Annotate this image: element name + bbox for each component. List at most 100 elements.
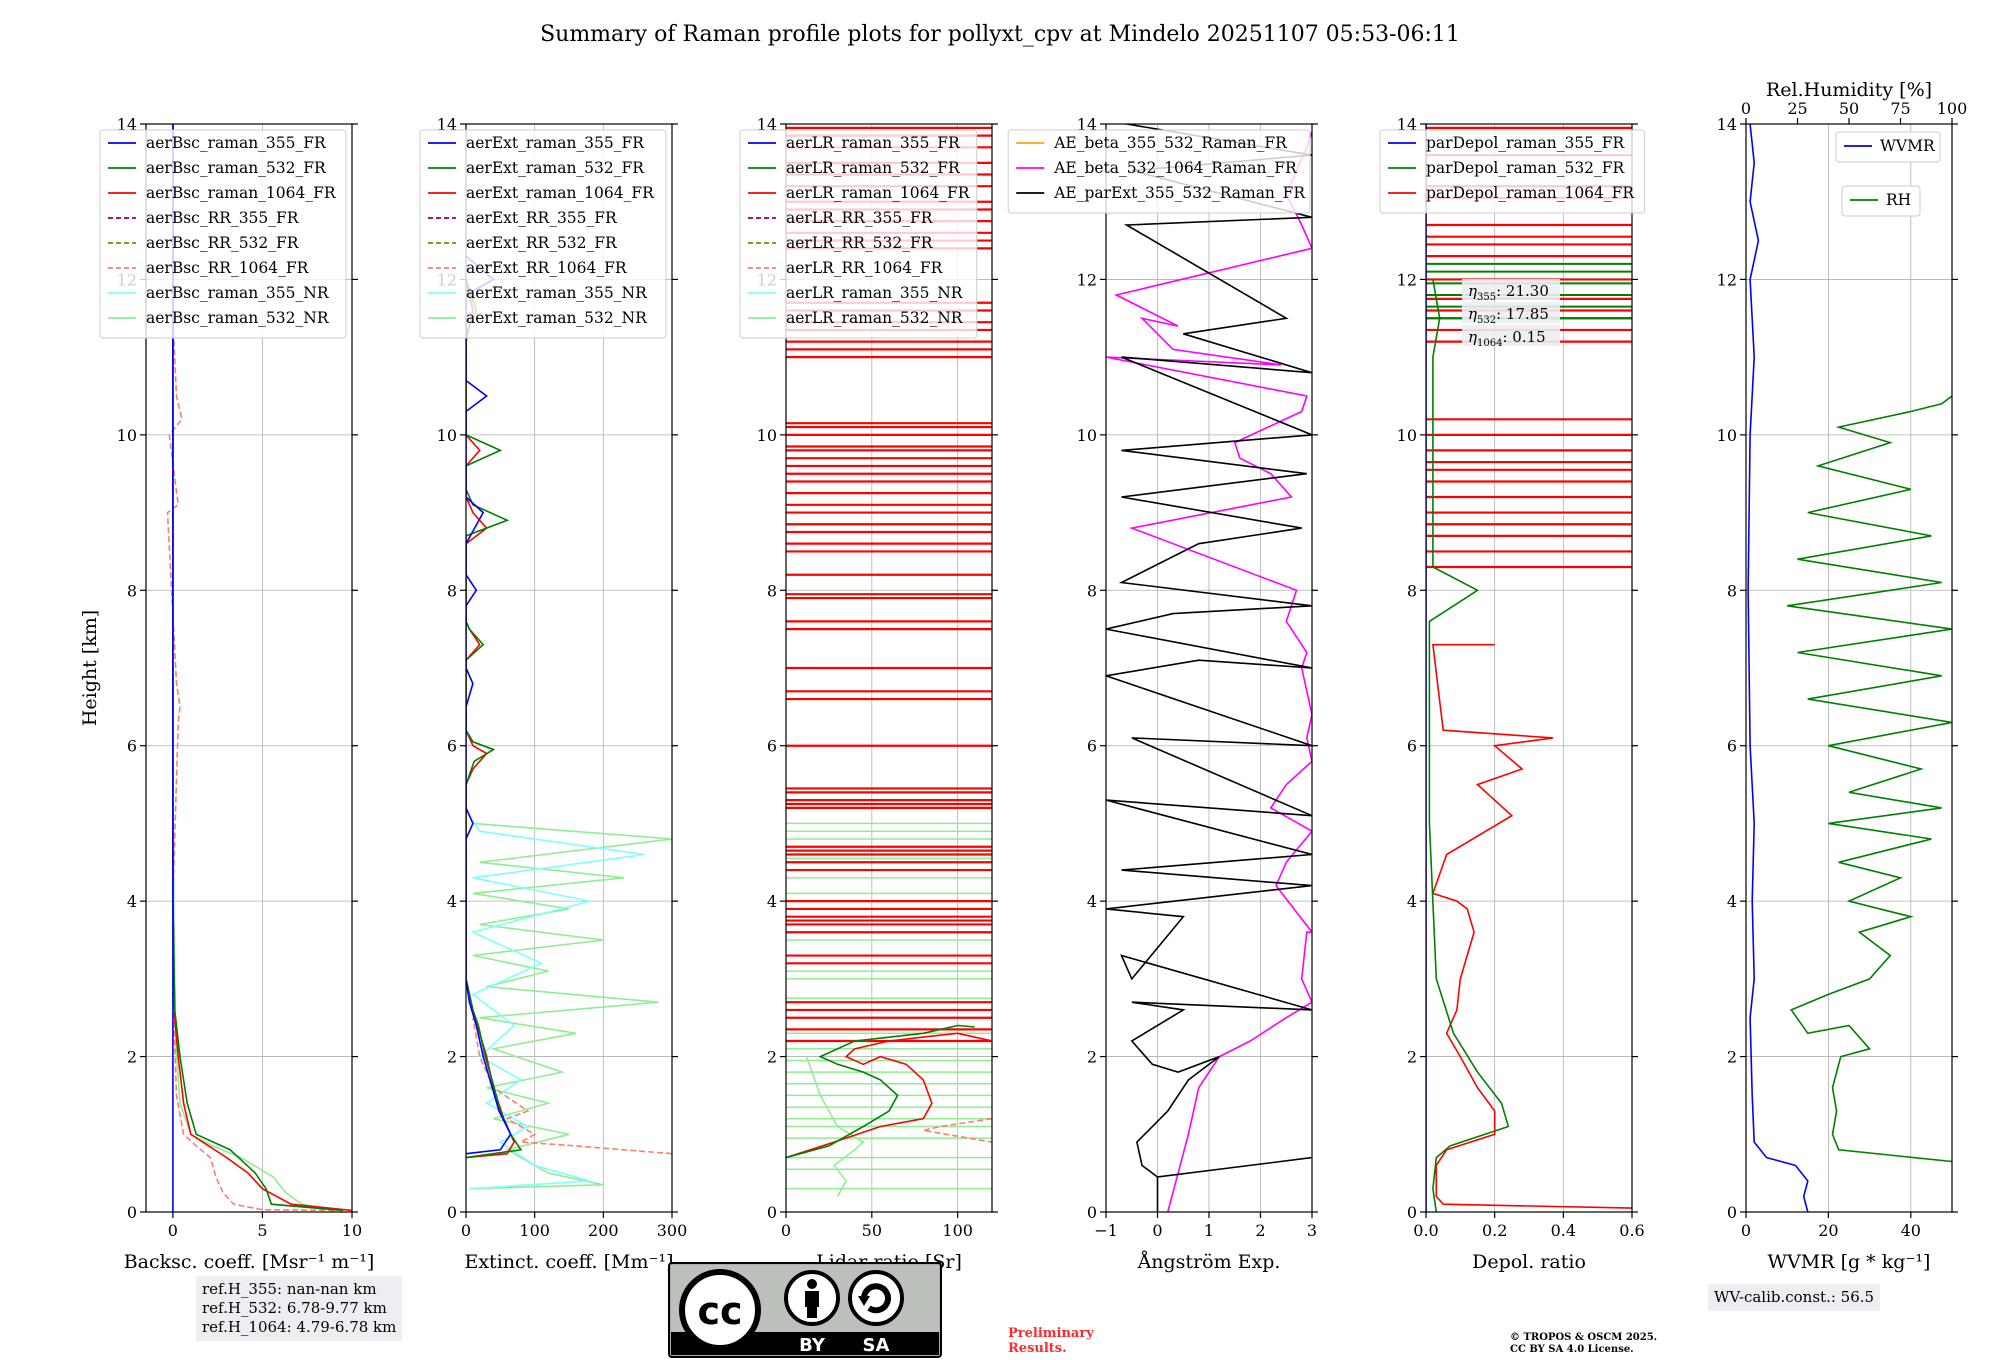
- series-line-aerExt_RR_1064_FR: [472, 1017, 672, 1155]
- reference-height-box: ref.H_355: nan-nan km ref.H_532: 6.78-9.…: [196, 1276, 403, 1341]
- legend-entry-label: AE_parExt_355_532_Raman_FR: [1053, 184, 1306, 202]
- y-tick-label: 8: [127, 581, 137, 600]
- series-line-aerExt_raman_355_NR: [468, 815, 645, 1190]
- eta-1064: η1064: 0.15: [1468, 328, 1546, 349]
- y-tick-label: 0: [1407, 1203, 1417, 1222]
- y-tick-label: 10: [117, 426, 137, 445]
- top-x-axis-label: Rel.Humidity [%]: [1766, 79, 1932, 101]
- x-tick-label: 0.2: [1482, 1221, 1507, 1240]
- legend-wvmr: WVMR: [1835, 131, 1941, 163]
- legend-entry-label: aerExt_RR_355_FR: [466, 209, 618, 227]
- y-tick-label: 14: [757, 115, 777, 134]
- eta-annotation: η355: 21.30 η532: 17.85 η1064: 0.15: [1462, 279, 1560, 349]
- legend-entry-label: aerLR_raman_355_FR: [786, 134, 961, 152]
- y-tick-label: 6: [1727, 737, 1737, 756]
- eta-355: η355: 21.30: [1468, 282, 1549, 303]
- legend-depol: parDepol_raman_355_FR parDepol_raman_532_…: [1379, 129, 1646, 214]
- legend-ext: aerExt_raman_355_FR aerExt_raman_532_FRae…: [419, 129, 667, 339]
- eta-box: [1462, 325, 1560, 346]
- axes-frame: [1745, 123, 1953, 1213]
- series-line-aerExt_raman_355_FR: [466, 255, 512, 1155]
- eta-value: 0.15: [1512, 328, 1545, 346]
- cc-logo-icon: [679, 1269, 761, 1351]
- y-tick-label: 6: [1407, 737, 1417, 756]
- eta-symbol: η: [1468, 305, 1477, 323]
- axes-frame: [145, 123, 353, 1213]
- top-x-tick-label: 100: [1937, 99, 1968, 118]
- x-tick-label: 0: [1152, 1221, 1162, 1240]
- legend-rh: RH: [1841, 185, 1921, 217]
- y-tick-label: 12: [1717, 270, 1737, 289]
- legend-entry-label: aerBsc_raman_532_FR: [146, 159, 327, 177]
- eta-value: 21.30: [1506, 282, 1549, 300]
- eta-subscript: 532: [1477, 315, 1496, 326]
- series-line-aerBsc_raman_532_NR: [172, 745, 335, 1212]
- preliminary-line1: Preliminary: [1008, 1326, 1094, 1341]
- legend-entry-label: aerLR_RR_532_FR: [786, 234, 934, 252]
- y-tick-label: 12: [1397, 270, 1417, 289]
- eta-box: [1462, 302, 1560, 323]
- y-tick-label: 6: [447, 737, 457, 756]
- x-tick-label: 3: [1307, 1221, 1317, 1240]
- legend-box: [1007, 129, 1311, 214]
- y-tick-label: 12: [1077, 270, 1097, 289]
- series-line-aerLR_raman_532_FR: [786, 1024, 975, 1159]
- y-tick-label: 2: [1407, 1048, 1417, 1067]
- y-tick-label: 8: [767, 581, 777, 600]
- x-tick-label: 0.4: [1551, 1221, 1576, 1240]
- y-tick-label: 10: [1397, 426, 1417, 445]
- copyright-line1: © TROPOS & OSCM 2025.: [1510, 1332, 1658, 1343]
- y-tick-label: 6: [1087, 737, 1097, 756]
- legend-entry-label: aerBsc_RR_355_FR: [146, 209, 300, 227]
- legend-ae: AE_beta_355_532_Raman_FR AE_beta_532_1064…: [1007, 129, 1311, 214]
- preliminary-results-note: Preliminary Results.: [1008, 1326, 1094, 1356]
- x-tick-label: 0: [461, 1221, 471, 1240]
- legend-entry-label: RH: [1886, 191, 1911, 209]
- eta-separator: :: [1502, 328, 1512, 346]
- legend-entry-label: aerExt_raman_1064_FR: [466, 184, 655, 202]
- legend-entry-label: aerBsc_raman_1064_FR: [146, 184, 337, 202]
- y-tick-label: 0: [447, 1203, 457, 1222]
- y-tick-label: 4: [1087, 892, 1097, 911]
- x-axis-label: Backsc. coeff. [Msr⁻¹ m⁻¹]: [124, 1251, 375, 1273]
- panel-ext: 024681012140100200300Extinct. coeff. [Mm…: [419, 115, 688, 1273]
- y-tick-label: 8: [1407, 581, 1417, 600]
- legend-entry-label: AE_beta_355_532_Raman_FR: [1053, 134, 1288, 152]
- legend-entry-label: aerExt_raman_355_NR: [466, 284, 648, 302]
- series-line-RH: [1787, 395, 1952, 1163]
- series-line-parDepol_raman_1064_FR: [1431, 643, 1632, 1209]
- legend-entry-label: aerBsc_raman_355_NR: [146, 284, 330, 302]
- y-tick-label: 14: [117, 115, 137, 134]
- plot-area-ext: [466, 255, 672, 1190]
- legend-box: [99, 129, 347, 339]
- legend-lr: aerLR_raman_355_FR aerLR_raman_532_FR aerL…: [739, 129, 978, 339]
- legend-box: [1379, 129, 1646, 214]
- eta-subscript: 1064: [1477, 338, 1502, 349]
- x-tick-label: 0.6: [1619, 1221, 1644, 1240]
- wv-calibration-box: WV-calib.const.: 56.5: [1708, 1284, 1881, 1311]
- y-tick-label: 2: [767, 1048, 777, 1067]
- x-tick-label: 50: [862, 1221, 882, 1240]
- y-tick-label: 2: [127, 1048, 137, 1067]
- series-line-aerExt_raman_532_FR: [466, 279, 523, 1159]
- legend-box: [739, 129, 978, 339]
- series-line-aerLR_raman_1064_FR: [786, 1032, 992, 1159]
- legend-entry-label: parDepol_raman_1064_FR: [1426, 184, 1635, 202]
- x-axis-label: WVMR [g * kg⁻¹]: [1768, 1251, 1931, 1273]
- y-tick-label: 4: [1407, 892, 1417, 911]
- x-tick-label: 300: [657, 1221, 688, 1240]
- top-x-tick-label: 75: [1890, 99, 1910, 118]
- x-tick-label: 100: [942, 1221, 973, 1240]
- legend-entry-label: aerExt_raman_355_FR: [466, 134, 645, 152]
- y-tick-label: 14: [437, 115, 457, 134]
- axes-frame: [465, 123, 673, 1213]
- eta-value: 17.85: [1506, 305, 1549, 323]
- legend-entry-label: aerExt_RR_1064_FR: [466, 259, 628, 277]
- legend-entry-label: aerBsc_RR_1064_FR: [146, 259, 310, 277]
- x-tick-label: 0: [168, 1221, 178, 1240]
- eta-subscript: 355: [1477, 292, 1496, 303]
- y-tick-label: 10: [437, 426, 457, 445]
- y-tick-label: 14: [1717, 115, 1737, 134]
- legend-entry-label: aerBsc_raman_355_FR: [146, 134, 327, 152]
